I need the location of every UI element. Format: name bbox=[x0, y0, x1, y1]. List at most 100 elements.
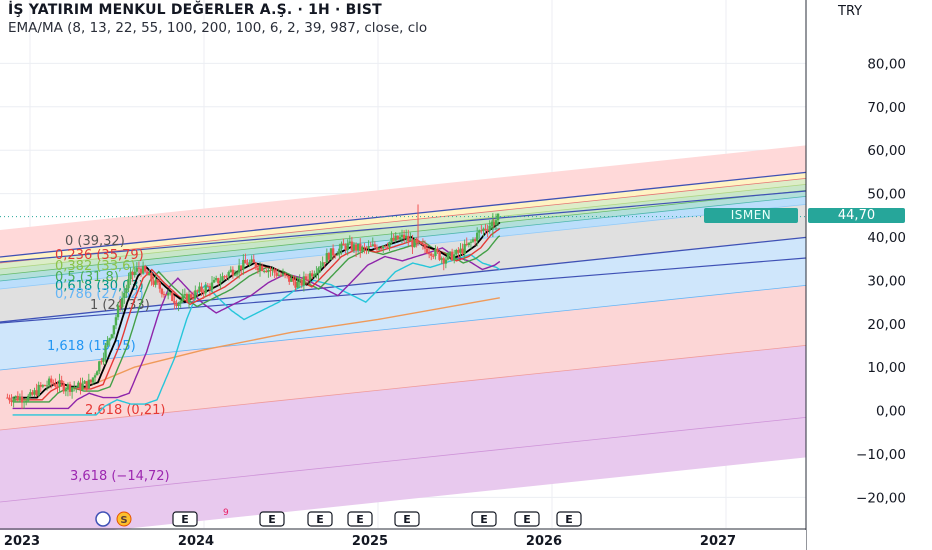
candle-body bbox=[252, 259, 255, 263]
fib-line bbox=[0, 344, 807, 431]
candle-body bbox=[275, 272, 278, 276]
candle-body bbox=[419, 242, 423, 244]
candle-body bbox=[29, 392, 32, 396]
candle-body bbox=[152, 281, 155, 285]
candle-body bbox=[311, 273, 314, 277]
candle-body bbox=[283, 273, 287, 276]
fib-line bbox=[0, 189, 807, 276]
candle-body bbox=[141, 265, 145, 274]
price-axis-bg bbox=[806, 0, 932, 550]
candle-body bbox=[490, 222, 493, 226]
candle-body bbox=[398, 237, 402, 240]
candle-body bbox=[430, 253, 433, 256]
ema-line bbox=[12, 253, 501, 416]
fib-line bbox=[0, 171, 807, 258]
candle-body bbox=[450, 251, 454, 261]
candle-body bbox=[306, 279, 310, 281]
candle-body bbox=[41, 385, 45, 387]
candle-body bbox=[377, 248, 381, 250]
event-marker[interactable]: E bbox=[514, 511, 540, 527]
candle-body bbox=[382, 245, 385, 249]
channel-lower-line bbox=[0, 257, 807, 324]
event-marker[interactable]: E bbox=[347, 511, 373, 527]
candle-body bbox=[112, 325, 116, 335]
candle-body bbox=[288, 275, 291, 282]
candle-body bbox=[125, 288, 128, 293]
currency-label[interactable]: TRY bbox=[838, 4, 863, 19]
candle-body bbox=[340, 243, 343, 249]
event-marker[interactable]: 9 bbox=[223, 508, 229, 518]
candle-body bbox=[388, 241, 391, 247]
candle-body bbox=[315, 272, 318, 275]
candle-body bbox=[43, 385, 47, 387]
candle-body bbox=[8, 397, 11, 401]
candle-body bbox=[404, 235, 408, 239]
candle-body bbox=[137, 267, 141, 269]
event-marker[interactable]: E bbox=[394, 511, 420, 527]
x-tick-label: 2027 bbox=[700, 534, 736, 549]
indicator-legend[interactable]: EMA/MA (8, 13, 22, 55, 100, 200, 100, 6,… bbox=[8, 20, 428, 36]
event-label: E bbox=[356, 513, 364, 526]
candle-body bbox=[60, 380, 63, 384]
candle-body bbox=[171, 292, 174, 302]
candle-body bbox=[440, 258, 443, 260]
candle-body bbox=[129, 271, 132, 280]
fib-band bbox=[0, 145, 806, 257]
candle-body bbox=[68, 384, 72, 392]
event-marker[interactable]: E bbox=[471, 511, 497, 527]
event-marker[interactable]: E bbox=[172, 511, 198, 527]
candle-body bbox=[281, 273, 285, 276]
ma200-line bbox=[81, 297, 500, 390]
event-label: E bbox=[403, 513, 411, 526]
candle-body bbox=[308, 273, 312, 280]
candle-body bbox=[89, 379, 93, 383]
candle-body bbox=[127, 279, 130, 289]
candle-body bbox=[417, 242, 420, 244]
event-label: E bbox=[181, 513, 189, 526]
candle-body bbox=[85, 381, 88, 389]
candle-body bbox=[359, 243, 362, 251]
candle-body bbox=[12, 398, 15, 402]
candle-body bbox=[361, 246, 364, 251]
fib-band bbox=[0, 345, 806, 502]
event-label: E bbox=[268, 513, 276, 526]
candle-body bbox=[384, 245, 387, 247]
candle-body bbox=[292, 278, 295, 282]
candle-body bbox=[102, 357, 105, 362]
candle-body bbox=[95, 371, 99, 376]
candle-body bbox=[16, 395, 20, 401]
candle-body bbox=[100, 361, 103, 363]
candle-body bbox=[267, 270, 270, 273]
event-marker[interactable]: E bbox=[556, 511, 582, 527]
candle-body bbox=[223, 276, 226, 278]
candle-body bbox=[248, 262, 251, 266]
event-label: 9 bbox=[223, 508, 229, 518]
candle-body bbox=[131, 271, 134, 275]
candle-body bbox=[185, 293, 189, 302]
candle-body bbox=[446, 253, 450, 260]
event-label: E bbox=[316, 513, 324, 526]
candle-body bbox=[269, 270, 272, 272]
candle-body bbox=[93, 375, 97, 378]
chart-title: İŞ YATIRIM MENKUL DEĞERLER A.Ş. · 1H · B… bbox=[8, 2, 382, 18]
candle-body bbox=[256, 267, 260, 271]
candle-body bbox=[294, 281, 297, 288]
candle-body bbox=[179, 300, 182, 304]
candle-body bbox=[164, 294, 168, 296]
fib-label: 0,382 (33,6) bbox=[55, 259, 135, 274]
candle-body bbox=[400, 234, 404, 238]
candle-body bbox=[133, 271, 136, 275]
candle-body bbox=[166, 292, 170, 296]
candle-body bbox=[258, 265, 262, 271]
candle-body bbox=[352, 244, 356, 251]
candle-body bbox=[475, 232, 479, 242]
event-box bbox=[307, 511, 333, 527]
event-marker[interactable]: E bbox=[259, 511, 285, 527]
candle-body bbox=[411, 239, 414, 248]
candle-body bbox=[156, 279, 159, 283]
candle-body bbox=[33, 390, 36, 395]
candle-body bbox=[329, 248, 333, 260]
candle-body bbox=[208, 286, 212, 290]
event-marker[interactable]: E bbox=[307, 511, 333, 527]
